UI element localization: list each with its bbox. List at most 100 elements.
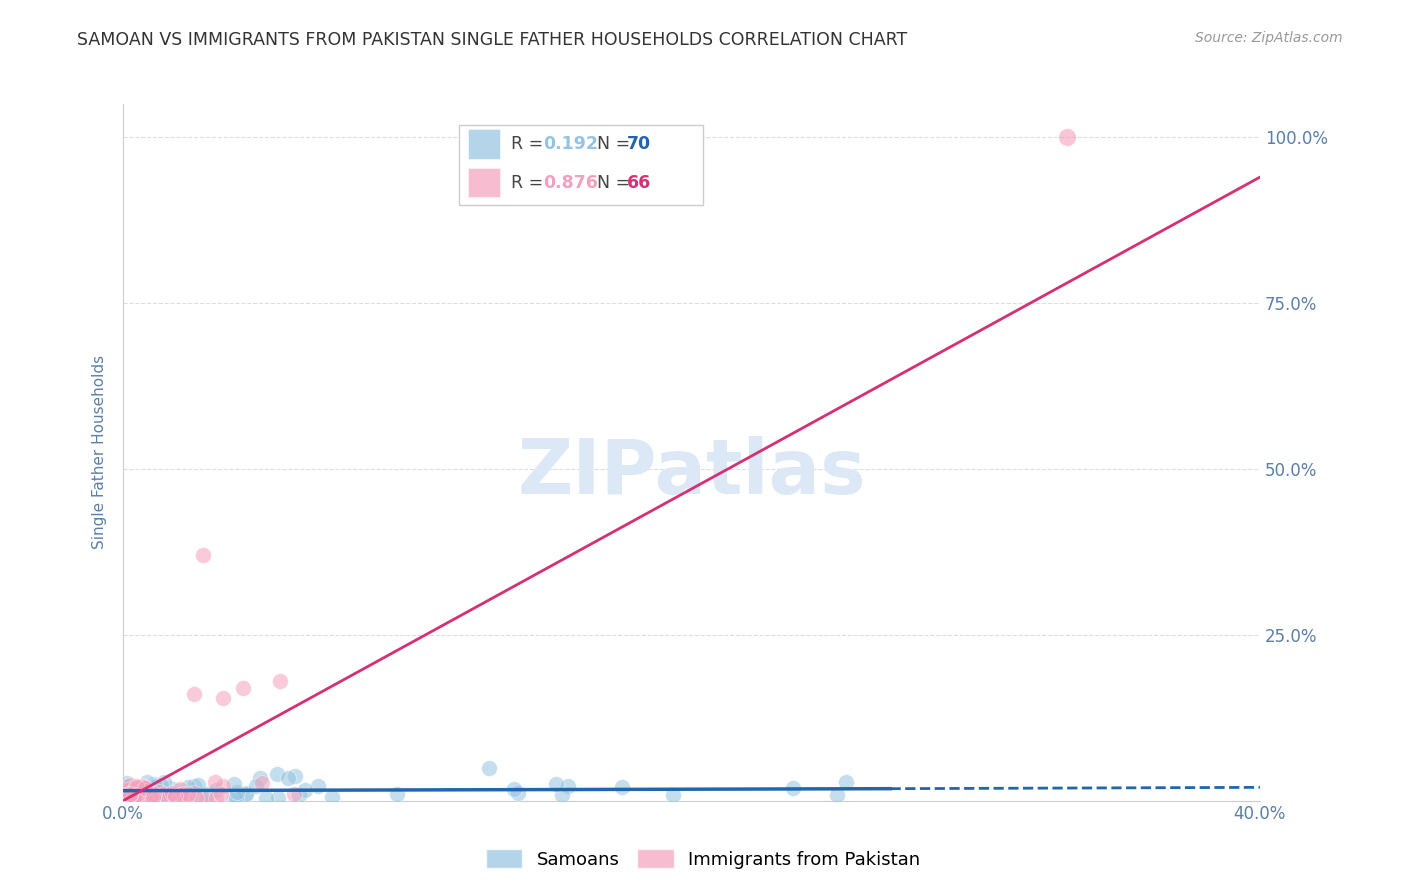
Text: 70: 70: [627, 135, 651, 153]
Point: [118, 782, 141, 797]
Point: [118, 781, 141, 796]
Point: [134, 788, 156, 802]
FancyBboxPatch shape: [468, 168, 499, 197]
Point: [120, 788, 142, 802]
Point: [170, 792, 193, 806]
Legend: Samoans, Immigrants from Pakistan: Samoans, Immigrants from Pakistan: [478, 842, 928, 876]
Point: [142, 790, 165, 805]
Point: [191, 548, 214, 562]
Text: 0.876: 0.876: [543, 174, 598, 192]
Point: [115, 789, 138, 804]
Point: [194, 791, 217, 805]
Point: [125, 789, 148, 803]
Point: [503, 782, 526, 797]
Point: [235, 787, 257, 801]
Point: [183, 779, 205, 793]
Point: [187, 778, 209, 792]
Point: [235, 786, 257, 800]
Point: [134, 781, 156, 796]
Point: [478, 761, 501, 775]
Text: ZIPatlas: ZIPatlas: [517, 436, 866, 510]
Point: [128, 787, 150, 801]
Point: [557, 779, 579, 793]
Text: 66: 66: [627, 174, 651, 192]
Point: [267, 791, 290, 805]
Point: [135, 782, 157, 797]
Point: [249, 771, 271, 785]
Point: [551, 788, 574, 802]
Point: [294, 782, 316, 797]
Point: [121, 789, 143, 803]
Point: [150, 778, 173, 792]
Point: [222, 790, 245, 805]
FancyBboxPatch shape: [458, 125, 703, 205]
Text: R =: R =: [510, 135, 548, 153]
Point: [204, 774, 226, 789]
Point: [122, 791, 145, 805]
Point: [124, 786, 146, 800]
Point: [115, 792, 138, 806]
Point: [176, 780, 198, 794]
Point: [117, 776, 139, 790]
Point: [183, 688, 205, 702]
Point: [288, 788, 311, 802]
Point: [269, 674, 291, 689]
Point: [131, 780, 153, 794]
FancyBboxPatch shape: [468, 129, 499, 159]
Point: [1056, 130, 1078, 145]
Point: [172, 789, 194, 804]
Point: [136, 775, 159, 789]
Point: [148, 785, 170, 799]
Point: [122, 786, 145, 800]
Point: [125, 791, 148, 805]
Point: [225, 785, 247, 799]
Point: [146, 789, 169, 804]
Point: [204, 791, 226, 805]
Point: [224, 777, 246, 791]
Point: [153, 787, 176, 801]
Point: [190, 791, 212, 805]
Point: [211, 690, 233, 705]
Point: [169, 782, 191, 797]
Point: [169, 792, 191, 806]
Point: [183, 786, 205, 800]
Point: [143, 779, 166, 793]
Point: [134, 789, 156, 803]
Point: [782, 781, 804, 796]
Point: [139, 790, 162, 805]
Point: [308, 779, 330, 793]
Point: [125, 790, 148, 805]
Point: [250, 776, 273, 790]
Point: [172, 788, 194, 802]
Point: [167, 783, 190, 797]
Point: [166, 786, 188, 800]
Point: [121, 791, 143, 805]
Point: [125, 779, 148, 793]
Point: [184, 790, 207, 805]
Point: [612, 780, 634, 794]
Point: [284, 769, 307, 783]
Point: [134, 784, 156, 798]
Point: [169, 788, 191, 802]
Point: [121, 789, 143, 803]
Point: [177, 787, 200, 801]
Point: [173, 792, 195, 806]
Point: [321, 790, 343, 805]
Point: [506, 786, 529, 800]
Point: [128, 790, 150, 805]
Point: [115, 789, 138, 804]
Point: [177, 787, 200, 801]
Point: [120, 784, 142, 798]
Point: [385, 787, 408, 801]
Point: [117, 790, 139, 805]
Point: [277, 771, 299, 785]
Point: [115, 792, 138, 806]
Point: [195, 787, 218, 801]
Text: R =: R =: [510, 174, 548, 192]
Point: [153, 774, 176, 789]
Text: SAMOAN VS IMMIGRANTS FROM PAKISTAN SINGLE FATHER HOUSEHOLDS CORRELATION CHART: SAMOAN VS IMMIGRANTS FROM PAKISTAN SINGL…: [77, 31, 908, 49]
Point: [148, 789, 170, 804]
Point: [156, 792, 179, 806]
Point: [129, 780, 152, 795]
Point: [145, 789, 167, 803]
